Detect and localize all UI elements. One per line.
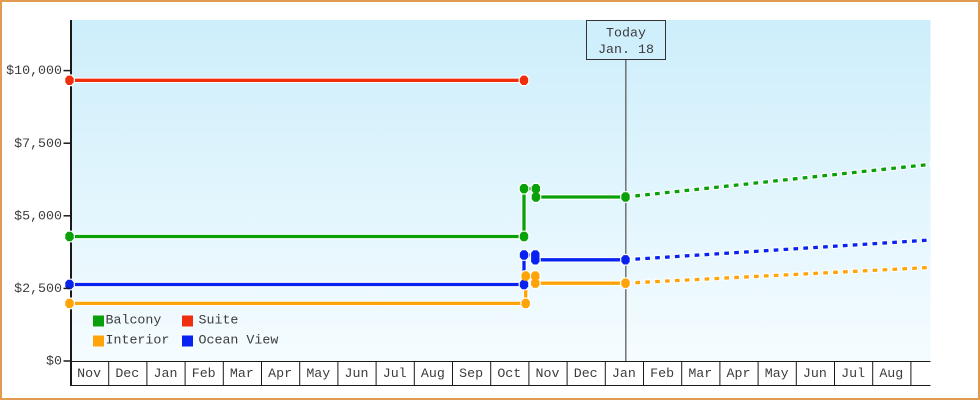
svg-text:Dec: Dec [115, 366, 139, 381]
svg-text:$5,000: $5,000 [14, 208, 62, 223]
svg-text:Aug: Aug [421, 366, 445, 381]
svg-text:Jan: Jan [154, 366, 178, 381]
svg-text:Mar: Mar [230, 366, 254, 381]
svg-text:Jan. 18: Jan. 18 [598, 42, 654, 57]
svg-text:Feb: Feb [650, 366, 674, 381]
svg-text:Jun: Jun [803, 366, 827, 381]
svg-text:May: May [306, 366, 330, 381]
svg-text:Dec: Dec [574, 366, 598, 381]
svg-text:Apr: Apr [268, 366, 292, 381]
svg-text:Jul: Jul [383, 366, 407, 381]
svg-text:Jun: Jun [345, 366, 369, 381]
svg-text:Feb: Feb [192, 366, 216, 381]
svg-text:Nov: Nov [536, 366, 560, 381]
svg-text:$7,500: $7,500 [14, 136, 62, 151]
svg-text:Oct: Oct [497, 366, 521, 381]
svg-text:Aug: Aug [879, 366, 903, 381]
svg-text:May: May [765, 366, 789, 381]
svg-text:Sep: Sep [459, 366, 483, 381]
svg-text:Balcony: Balcony [106, 313, 162, 328]
svg-text:$2,500: $2,500 [14, 281, 62, 296]
svg-text:$10,000: $10,000 [6, 63, 62, 78]
svg-text:Apr: Apr [727, 366, 751, 381]
svg-text:Today: Today [606, 26, 646, 41]
svg-text:Nov: Nov [77, 366, 101, 381]
svg-text:$0: $0 [46, 354, 62, 369]
svg-text:Mar: Mar [688, 366, 712, 381]
svg-text:Jan: Jan [612, 366, 636, 381]
svg-text:Jul: Jul [841, 366, 865, 381]
svg-text:Ocean View: Ocean View [199, 333, 279, 348]
svg-text:Interior: Interior [106, 333, 170, 348]
svg-text:Suite: Suite [199, 313, 239, 328]
